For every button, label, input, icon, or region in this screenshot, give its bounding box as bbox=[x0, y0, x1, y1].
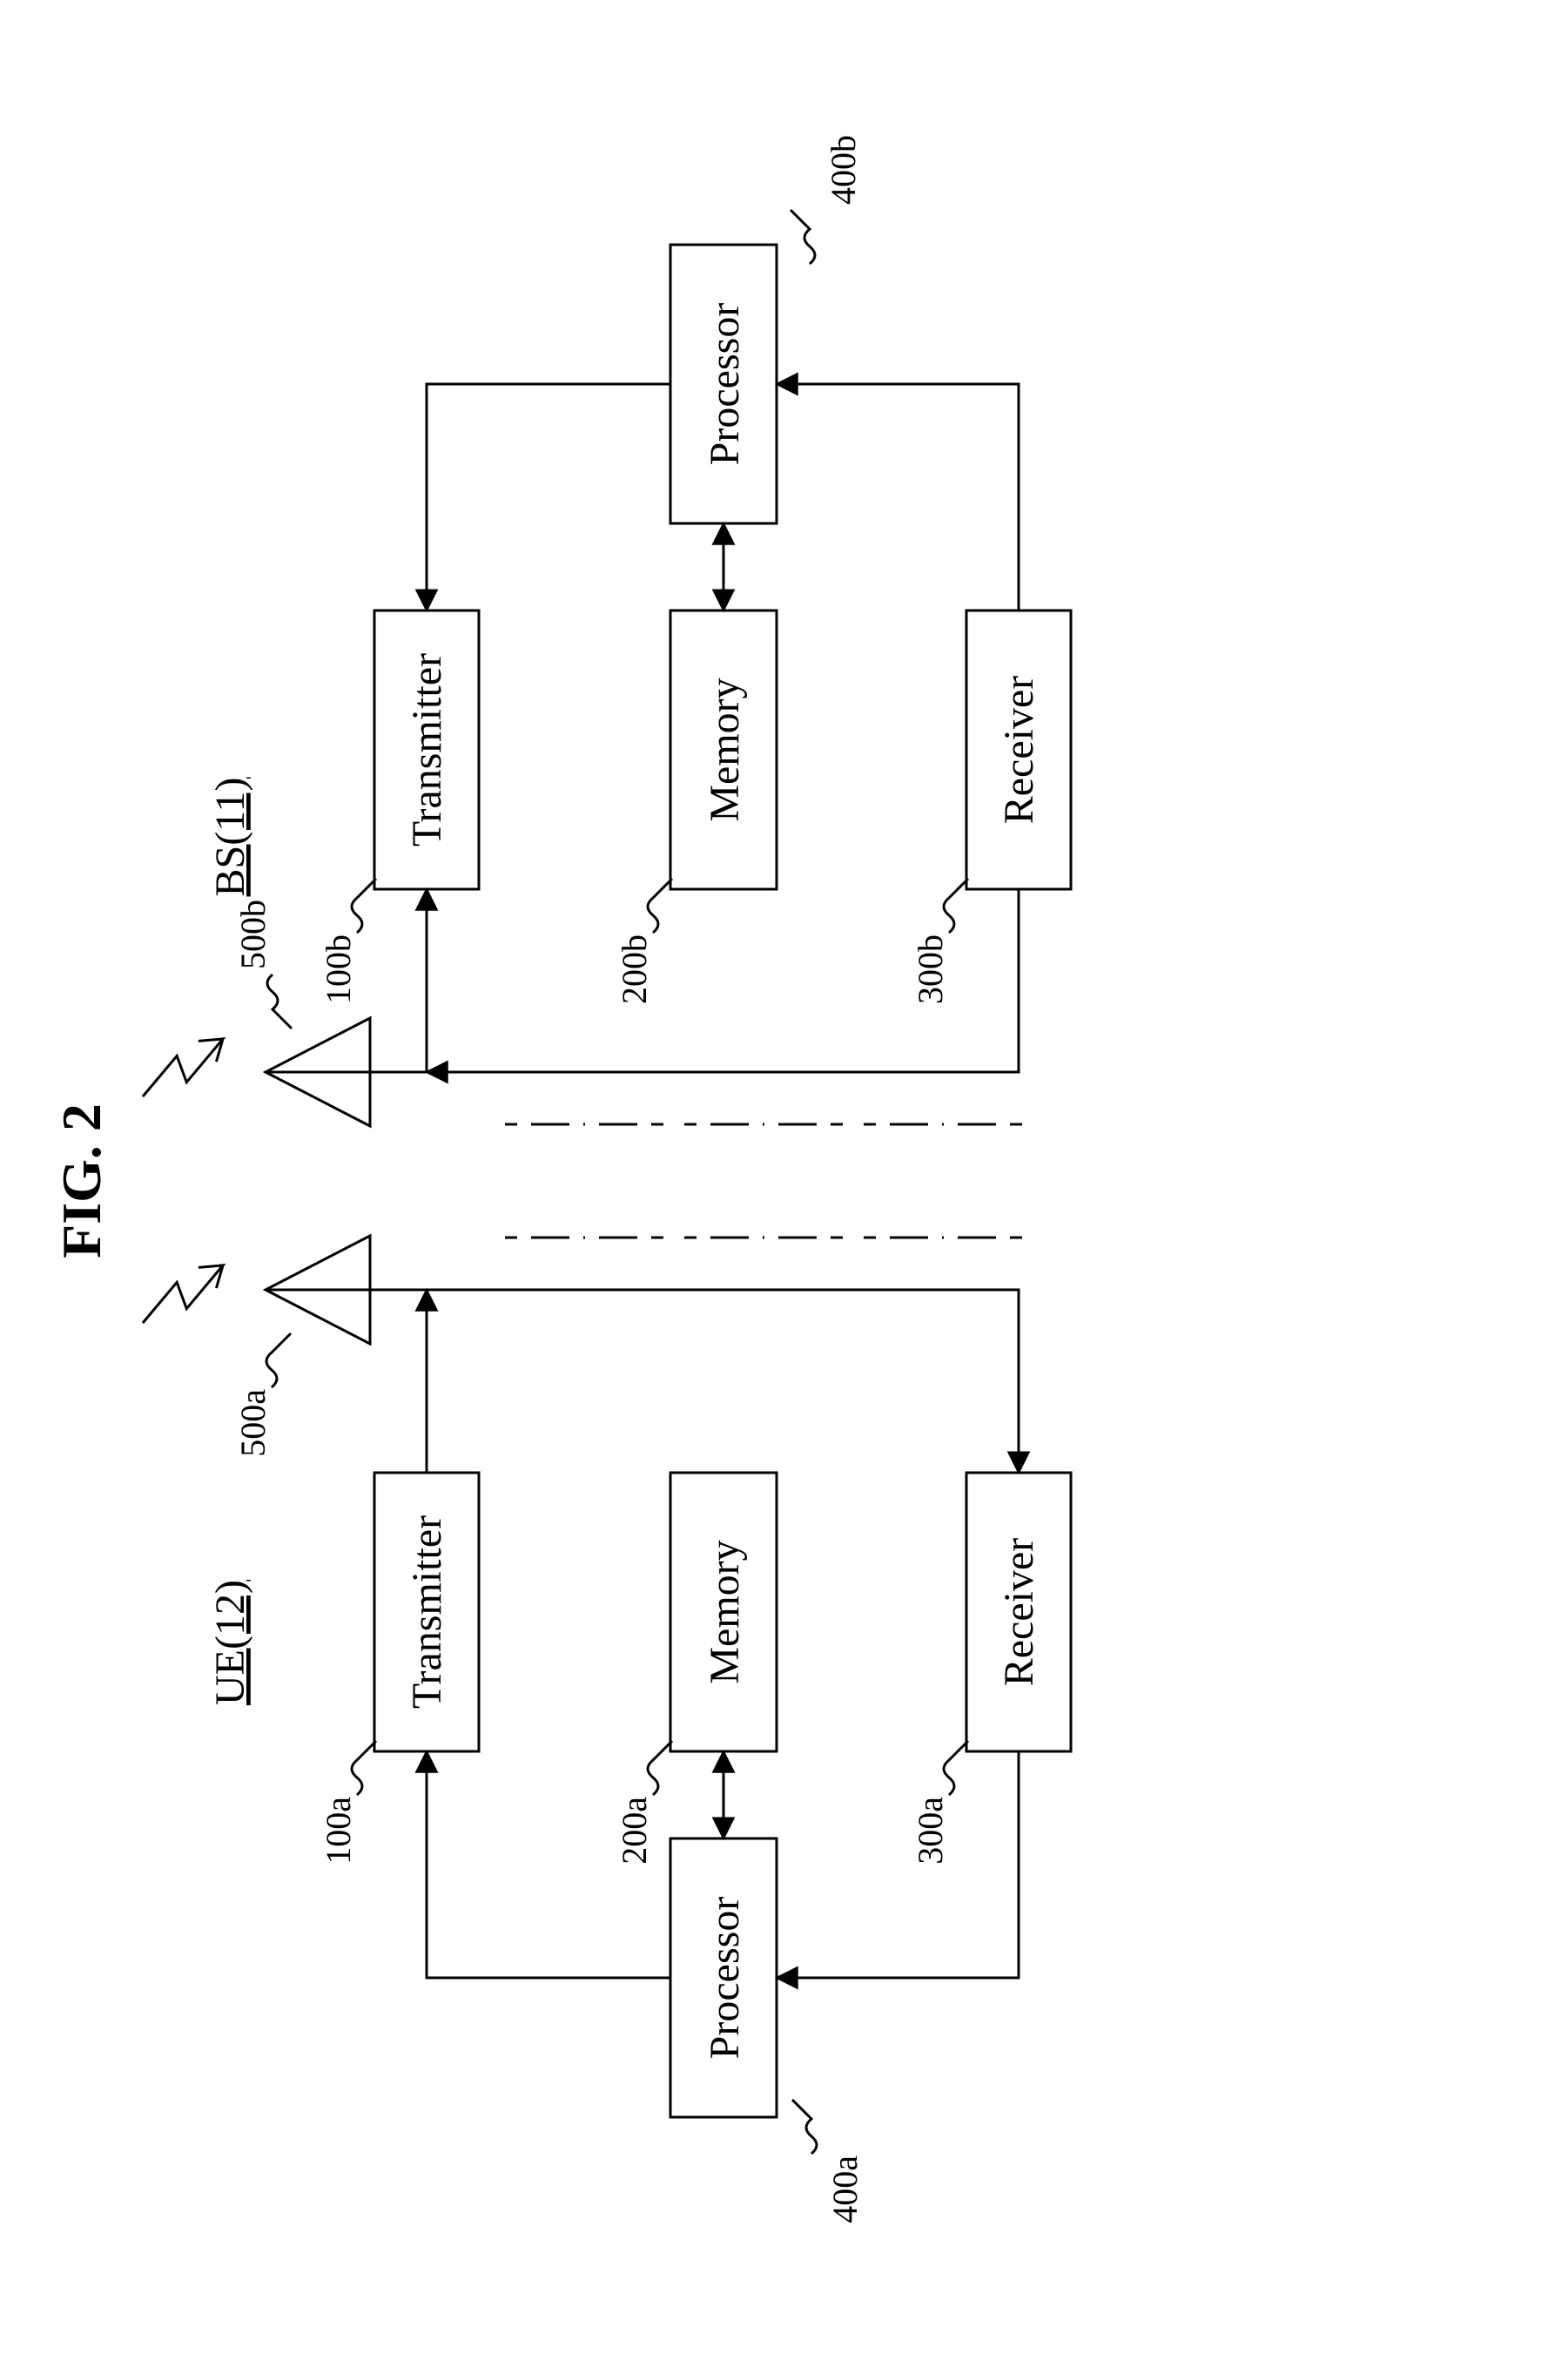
bs-group: BS(11) Transmitter 100b Memory 200b Rece… bbox=[207, 135, 1071, 1126]
diagram-root: FIG. 2 UE(12) Processor 400a Transmitter… bbox=[50, 135, 1071, 2223]
signal-bolt-left bbox=[143, 1250, 231, 1345]
ue-memory-label: Memory bbox=[702, 1540, 748, 1683]
bs-heading: BS(11) bbox=[207, 778, 253, 897]
ref-tag-400a: 400a bbox=[792, 2100, 865, 2223]
ref-tag-300a: 300a bbox=[911, 1741, 968, 1865]
ue-processor-label: Processor bbox=[702, 1897, 748, 2060]
ref-200b: 200b bbox=[615, 934, 654, 1004]
ref-tag-100b: 100b bbox=[319, 879, 376, 1004]
bs-processor-label: Processor bbox=[702, 303, 748, 466]
ue-group: UE(12) Processor 400a Transmitter 100a M… bbox=[207, 1236, 1071, 2223]
ref-400b: 400b bbox=[824, 135, 863, 205]
signal-bolt-right bbox=[143, 1023, 231, 1118]
ref-tag-200b: 200b bbox=[615, 879, 672, 1004]
figure-title: FIG. 2 bbox=[50, 1103, 112, 1258]
ref-300a: 300a bbox=[911, 1797, 950, 1865]
ref-100a: 100a bbox=[319, 1797, 358, 1865]
edge-ue-rx-proc bbox=[777, 1751, 1019, 1978]
ref-tag-200a: 200a bbox=[615, 1741, 672, 1865]
ref-200a: 200a bbox=[615, 1797, 654, 1865]
ref-500b: 500b bbox=[233, 900, 273, 969]
ref-500a: 500a bbox=[233, 1389, 273, 1457]
edge-bs-rx-proc bbox=[777, 384, 1019, 610]
bs-antenna-icon bbox=[266, 1018, 427, 1126]
ue-transmitter-label: Transmitter bbox=[404, 1515, 450, 1709]
ref-tag-500b: 500b bbox=[233, 900, 292, 1029]
ref-300b: 300b bbox=[911, 934, 950, 1004]
edge-bs-proc-tx bbox=[427, 384, 670, 610]
ref-tag-400b: 400b bbox=[791, 135, 863, 264]
ue-heading: UE(12) bbox=[207, 1580, 253, 1705]
bs-receiver-label: Receiver bbox=[996, 676, 1042, 825]
bs-transmitter-label: Transmitter bbox=[404, 653, 450, 847]
edge-ue-ant-rx bbox=[427, 1290, 1019, 1473]
ref-tag-300b: 300b bbox=[911, 879, 968, 1004]
ue-receiver-label: Receiver bbox=[996, 1538, 1042, 1687]
ref-400a: 400a bbox=[825, 2155, 865, 2223]
ue-antenna-icon bbox=[266, 1236, 427, 1344]
ref-100b: 100b bbox=[319, 934, 358, 1004]
ref-tag-500a: 500a bbox=[233, 1333, 291, 1457]
bs-memory-label: Memory bbox=[702, 678, 748, 821]
ref-tag-100a: 100a bbox=[319, 1741, 376, 1865]
